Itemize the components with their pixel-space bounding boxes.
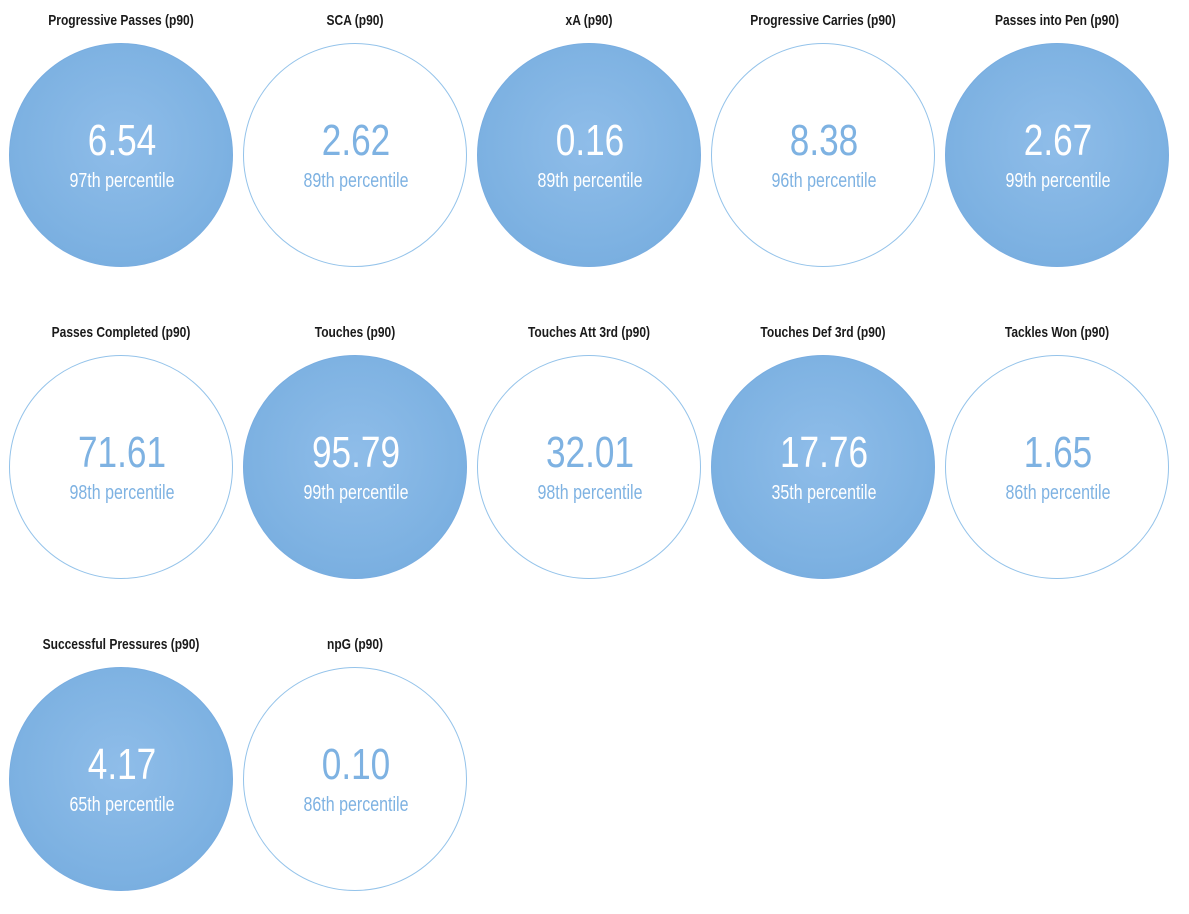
- stat-value: 2.62: [321, 116, 391, 165]
- stat-bubble: 17.76 35th percentile: [711, 355, 935, 579]
- stat-value: 4.17: [87, 740, 157, 789]
- stat-bubble: 0.10 86th percentile: [243, 667, 467, 891]
- stat-title: xA (p90): [565, 12, 613, 29]
- stat-title: Touches (p90): [314, 324, 396, 341]
- stat-card: Passes into Pen (p90) 2.67 99th percenti…: [940, 0, 1174, 290]
- stat-bubble: 4.17 65th percentile: [9, 667, 233, 891]
- stat-value: 8.38: [789, 116, 859, 165]
- stat-title: Touches Att 3rd (p90): [527, 324, 650, 341]
- stat-title: Touches Def 3rd (p90): [760, 324, 886, 341]
- stat-percentile: 89th percentile: [303, 170, 409, 192]
- stat-value: 32.01: [545, 428, 635, 477]
- stat-bubble: 0.16 89th percentile: [477, 43, 701, 267]
- stat-card: Progressive Passes (p90) 6.54 97th perce…: [4, 0, 238, 290]
- stat-card: Touches Def 3rd (p90) 17.76 35th percent…: [706, 312, 940, 602]
- stat-title: Passes Completed (p90): [51, 324, 191, 341]
- stat-percentile: 96th percentile: [771, 170, 877, 192]
- stat-bubble: 32.01 98th percentile: [477, 355, 701, 579]
- stat-value: 0.10: [321, 740, 391, 789]
- stat-percentile: 65th percentile: [69, 794, 175, 816]
- stat-card: Touches (p90) 95.79 99th percentile: [238, 312, 472, 602]
- stat-value: 2.67: [1023, 116, 1093, 165]
- stat-percentile: 97th percentile: [69, 170, 175, 192]
- stat-title: npG (p90): [327, 636, 383, 653]
- stat-bubble: 71.61 98th percentile: [9, 355, 233, 579]
- stat-card: Tackles Won (p90) 1.65 86th percentile: [940, 312, 1174, 602]
- stat-percentile: 89th percentile: [537, 170, 643, 192]
- stat-percentile: 86th percentile: [1005, 482, 1111, 504]
- stat-card: Passes Completed (p90) 71.61 98th percen…: [4, 312, 238, 602]
- stat-bubble: 2.67 99th percentile: [945, 43, 1169, 267]
- stat-title: Progressive Carries (p90): [750, 12, 896, 29]
- stat-value: 17.76: [779, 428, 869, 477]
- stat-percentile: 86th percentile: [303, 794, 409, 816]
- stat-percentile: 98th percentile: [537, 482, 643, 504]
- stat-bubble: 6.54 97th percentile: [9, 43, 233, 267]
- stat-title: SCA (p90): [326, 12, 384, 29]
- stat-percentile: 35th percentile: [771, 482, 877, 504]
- stat-percentile: 99th percentile: [1005, 170, 1111, 192]
- stat-value: 1.65: [1023, 428, 1093, 477]
- stat-title: Tackles Won (p90): [1004, 324, 1110, 341]
- stat-card: Successful Pressures (p90) 4.17 65th per…: [4, 624, 238, 914]
- stat-card: Touches Att 3rd (p90) 32.01 98th percent…: [472, 312, 706, 602]
- stat-bubble: 2.62 89th percentile: [243, 43, 467, 267]
- stat-bubble: 8.38 96th percentile: [711, 43, 935, 267]
- stat-card: Progressive Carries (p90) 8.38 96th perc…: [706, 0, 940, 290]
- stat-value: 0.16: [555, 116, 625, 165]
- stat-value: 95.79: [311, 428, 401, 477]
- stat-title: Passes into Pen (p90): [994, 12, 1120, 29]
- stat-title: Successful Pressures (p90): [42, 636, 200, 653]
- stat-card: SCA (p90) 2.62 89th percentile: [238, 0, 472, 290]
- stat-bubble: 95.79 99th percentile: [243, 355, 467, 579]
- stat-percentile: 98th percentile: [69, 482, 175, 504]
- stat-value: 6.54: [87, 116, 157, 165]
- stat-percentile: 99th percentile: [303, 482, 409, 504]
- stat-title: Progressive Passes (p90): [48, 12, 194, 29]
- stat-card: npG (p90) 0.10 86th percentile: [238, 624, 472, 914]
- stat-card: xA (p90) 0.16 89th percentile: [472, 0, 706, 290]
- stat-bubble: 1.65 86th percentile: [945, 355, 1169, 579]
- stat-value: 71.61: [77, 428, 167, 477]
